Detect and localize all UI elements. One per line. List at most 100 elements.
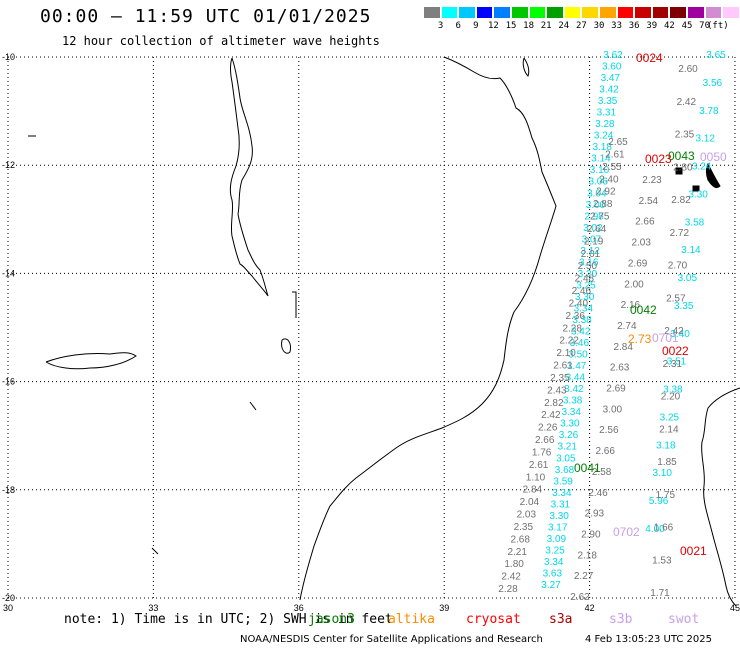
swh-value-label: 2.69 <box>606 384 626 395</box>
swh-value-label: 3.17 <box>548 522 568 533</box>
color-swatch <box>669 6 687 19</box>
map-subtitle: 12 hour collection of altimeter wave hei… <box>62 34 380 48</box>
swh-value-label: 3.34 <box>552 488 572 499</box>
swh-value-label: 2.40 <box>599 174 619 185</box>
satellite-legend-item: s3a <box>549 612 573 627</box>
color-swatch <box>651 6 670 19</box>
swh-value-label: 2.98 <box>584 211 604 222</box>
swh-value-label: 3.05 <box>678 273 698 284</box>
swh-value-label: 3.63 <box>543 569 563 580</box>
swh-value-label: 2.58 <box>592 467 612 478</box>
swh-value-label: 3.04 <box>587 188 607 199</box>
latitude-tick-label: -14 <box>2 268 15 278</box>
swh-value-label: 3.34 <box>544 557 564 568</box>
swh-value-label: 1.75 <box>656 490 676 501</box>
color-scale-bar <box>423 6 740 19</box>
swh-value-label: 3.06 <box>588 177 608 188</box>
comoros-islet-2 <box>692 185 700 192</box>
swh-value-label: 3.47 <box>567 361 587 372</box>
swh-value-label: 3.68 <box>555 465 575 476</box>
swh-value-label: 2.28 <box>562 323 582 334</box>
swh-value-label: 3.25 <box>576 280 596 291</box>
longitude-tick-label: 33 <box>148 603 158 613</box>
swh-value-label: 3.30 <box>688 189 708 200</box>
satellite-legend-item: jason3 <box>308 612 355 627</box>
swh-value-label: 2.28 <box>498 584 518 595</box>
pass-number-label: 0041 <box>574 461 601 475</box>
note-text: note: 1) Time is in UTC; 2) SWH is in fe… <box>64 612 393 627</box>
pass-number-label: 0702 <box>613 525 640 539</box>
swh-value-label: 3.35 <box>674 301 694 312</box>
swh-value-label: 2.84 <box>523 485 543 496</box>
color-scale-tick: 42 <box>663 21 675 31</box>
color-swatch <box>722 6 740 19</box>
swh-value-label: 2.54 <box>639 196 659 207</box>
swh-value-label: 2.56 <box>599 425 619 436</box>
swh-value-label: 2.48 <box>575 274 595 285</box>
color-scale-tick: 39 <box>646 21 658 31</box>
color-swatch <box>510 6 529 19</box>
color-swatch <box>634 6 652 19</box>
color-scale-tick: 30 <box>593 21 605 31</box>
swh-value-label: 1.53 <box>652 555 672 566</box>
island-dot-3 <box>151 547 159 555</box>
axis-tick-labels: 30 33 36 39 42 45 -10 -12 -14 -16 -18 -20 <box>2 52 740 613</box>
swh-value-label: 3.42 <box>571 327 591 338</box>
swh-value-label: 3.38 <box>663 385 683 396</box>
swh-value-label: 2.03 <box>631 238 651 249</box>
swh-value-label: 3.30 <box>575 292 595 303</box>
swh-value-label: 3.65 <box>706 50 726 61</box>
color-swatch <box>423 6 441 19</box>
swh-value-label: 2.66 <box>595 446 615 457</box>
swh-value-label: 3.24 <box>692 162 712 173</box>
color-swatch <box>616 6 635 19</box>
color-swatch <box>546 6 564 19</box>
color-scale-tick: 36 <box>628 21 640 31</box>
latitude-tick-label: -20 <box>2 593 15 603</box>
swh-value-label: 2.66 <box>535 435 555 446</box>
swh-value-label: 2.68 <box>510 534 530 545</box>
swh-value-label: 3.60 <box>602 62 622 73</box>
swh-value-label: 2.64 <box>587 224 607 235</box>
lake-malawi-outline <box>229 57 269 297</box>
swh-value-label: 2.72 <box>670 228 690 239</box>
inland-lake <box>45 352 137 370</box>
swh-value-label: 2.31 <box>663 359 683 370</box>
satellite-legend-item: s3b <box>609 612 633 627</box>
swh-value-label: 2.65 <box>608 137 628 148</box>
swh-value-label: 2.10 <box>556 348 576 359</box>
color-scale-tick: 3 <box>437 21 444 31</box>
swh-value-label: 2.60 <box>678 64 698 75</box>
swh-value-label: 3.38 <box>572 315 592 326</box>
swh-value-label: 3.28 <box>595 119 615 130</box>
longitude-tick-label: 39 <box>439 603 449 613</box>
swh-value-label: 3.78 <box>699 106 719 117</box>
swh-value-label: 2.42 <box>501 572 521 583</box>
wave-height-labels: 3.623.603.473.423.353.313.283.243.183.14… <box>498 50 727 603</box>
swh-value-label: 3.27 <box>541 580 561 591</box>
swh-value-label: 2.40 <box>569 298 589 309</box>
swh-value-label: 2.35 <box>675 130 695 141</box>
swh-value-label: 3.58 <box>685 217 705 228</box>
footer-timestamp: 4 Feb 13:05:23 UTC 2025 <box>585 634 712 645</box>
longitude-tick-label: 42 <box>585 603 595 613</box>
swh-value-label: 3.07 <box>582 234 602 245</box>
color-scale-tick: 21 <box>540 21 552 31</box>
color-scale-tick: 15 <box>505 21 517 31</box>
swh-value-label: 3.30 <box>560 419 580 430</box>
swh-value-label: 3.10 <box>652 468 672 479</box>
pass-number-label: 0024 <box>636 51 663 65</box>
swh-value-label: 2.20 <box>661 392 681 403</box>
madagascar-coastline <box>701 387 740 607</box>
swh-value-label: 3.12 <box>695 134 715 145</box>
swh-value-label: 2.69 <box>628 258 648 269</box>
color-swatch <box>440 6 459 19</box>
satellite-legend-item: altika <box>388 612 435 627</box>
swh-value-label: 2.35 <box>514 522 534 533</box>
swh-value-label: 3.18 <box>592 142 612 153</box>
swh-value-label: 3.34 <box>574 304 594 315</box>
swh-value-label: 2.03 <box>517 510 537 521</box>
pass-number-label: 0701 <box>652 331 679 345</box>
pass-number-label: 0021 <box>680 544 707 558</box>
swh-value-label: 3.14 <box>591 154 611 165</box>
